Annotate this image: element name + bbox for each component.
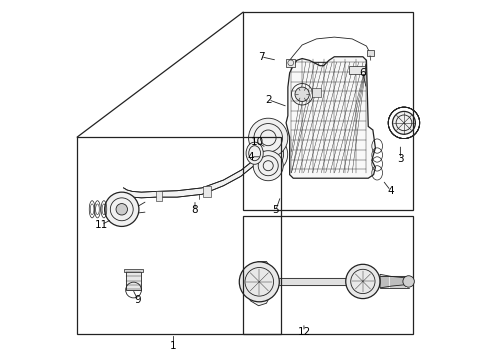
Text: 12: 12 xyxy=(297,327,311,337)
Ellipse shape xyxy=(246,142,263,164)
Bar xyxy=(286,59,295,67)
Polygon shape xyxy=(265,139,281,161)
Text: 4: 4 xyxy=(388,186,394,196)
Bar xyxy=(203,186,211,197)
Bar xyxy=(109,198,117,211)
Bar xyxy=(292,62,367,173)
Circle shape xyxy=(295,87,309,102)
Text: 2: 2 xyxy=(265,95,271,105)
Circle shape xyxy=(248,118,288,157)
Bar xyxy=(126,270,142,290)
Bar xyxy=(124,269,143,272)
Text: 6: 6 xyxy=(360,68,366,78)
Polygon shape xyxy=(380,274,409,288)
Bar xyxy=(367,50,374,56)
Text: 9: 9 xyxy=(135,295,141,305)
Polygon shape xyxy=(123,146,267,198)
Circle shape xyxy=(403,276,415,287)
Bar xyxy=(243,216,413,334)
Bar xyxy=(156,192,162,201)
Text: 8: 8 xyxy=(192,205,198,215)
Circle shape xyxy=(346,264,380,298)
Text: 10: 10 xyxy=(251,138,265,148)
Circle shape xyxy=(116,203,127,215)
Circle shape xyxy=(104,192,139,226)
Bar xyxy=(77,137,281,334)
Polygon shape xyxy=(286,57,375,178)
Circle shape xyxy=(392,111,416,134)
Bar xyxy=(348,66,365,73)
Text: 7: 7 xyxy=(258,52,265,62)
Polygon shape xyxy=(248,261,268,306)
Circle shape xyxy=(239,262,279,302)
Text: 5: 5 xyxy=(272,205,279,215)
Bar xyxy=(312,88,321,97)
Ellipse shape xyxy=(261,138,288,170)
Bar xyxy=(243,12,413,210)
Bar xyxy=(127,198,134,211)
Text: 4: 4 xyxy=(247,152,254,162)
Circle shape xyxy=(253,151,283,181)
Text: 3: 3 xyxy=(397,154,404,163)
Text: 11: 11 xyxy=(95,220,108,230)
Text: 1: 1 xyxy=(170,341,177,351)
Bar xyxy=(261,152,273,166)
